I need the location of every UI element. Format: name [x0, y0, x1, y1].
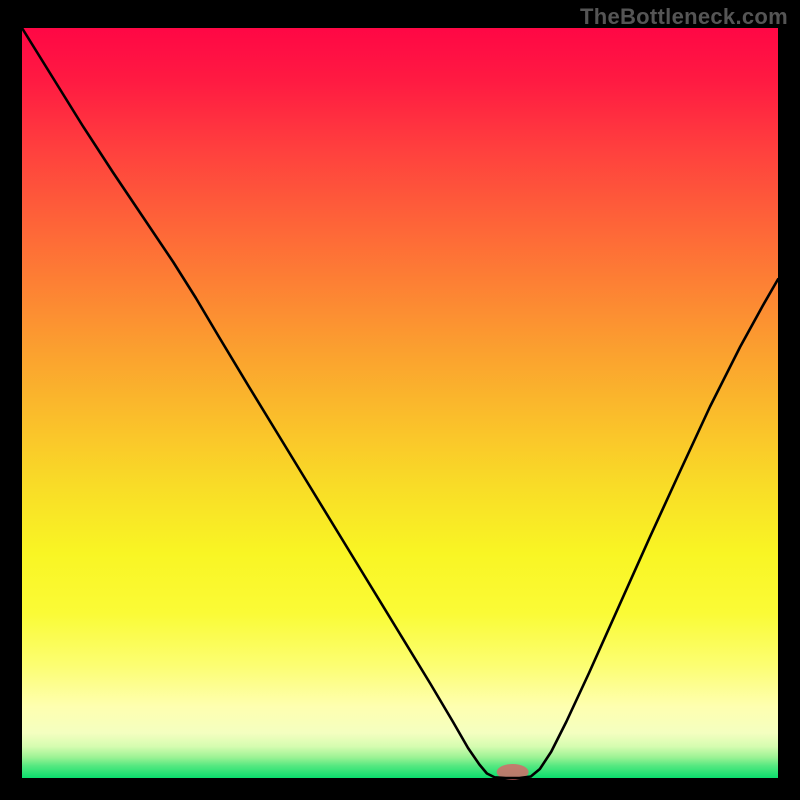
chart-plot-background [22, 28, 778, 778]
watermark-text: TheBottleneck.com [580, 4, 788, 30]
bottleneck-chart: TheBottleneck.com [0, 0, 800, 800]
chart-svg [0, 0, 800, 800]
